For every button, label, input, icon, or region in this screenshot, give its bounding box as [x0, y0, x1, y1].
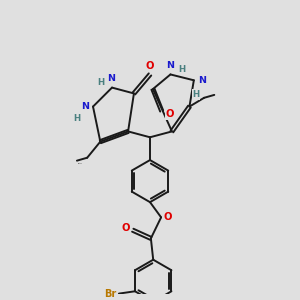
- Text: N: N: [81, 102, 89, 111]
- Text: Br: Br: [104, 289, 116, 298]
- Text: H: H: [178, 65, 185, 74]
- Text: H: H: [74, 114, 80, 123]
- Text: O: O: [163, 212, 172, 222]
- Text: N: N: [167, 61, 175, 70]
- Text: H: H: [193, 90, 200, 99]
- Text: O: O: [166, 110, 174, 119]
- Text: N: N: [199, 76, 207, 85]
- Text: H: H: [97, 78, 104, 87]
- Text: O: O: [121, 223, 130, 233]
- Text: N: N: [107, 74, 116, 83]
- Text: O: O: [146, 61, 154, 71]
- Text: methyl: methyl: [77, 163, 82, 164]
